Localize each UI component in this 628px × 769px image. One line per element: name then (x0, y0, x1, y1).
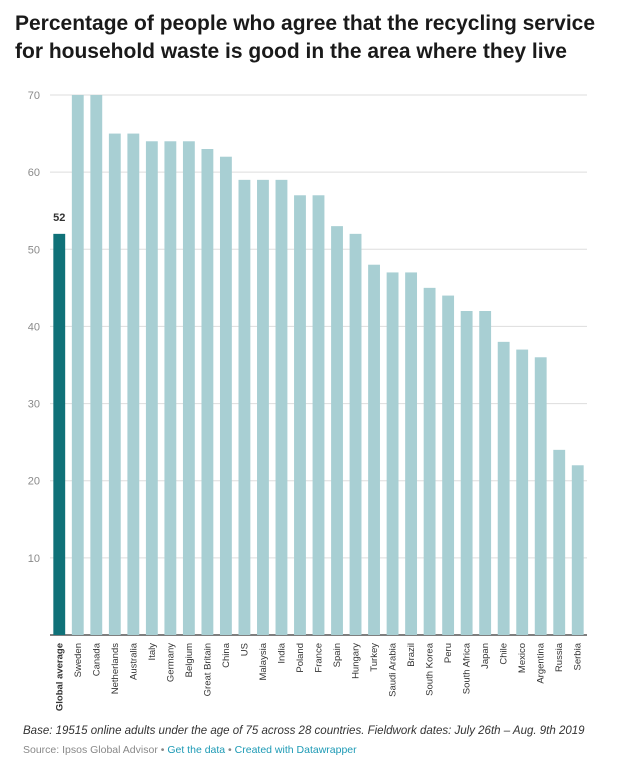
y-tick-label: 70 (28, 90, 40, 102)
bar-spain (331, 226, 343, 635)
x-tick-label: South Africa (462, 642, 473, 694)
x-tick-label: Australia (128, 642, 139, 680)
bar-russia (553, 449, 566, 635)
bar-netherlands (108, 133, 121, 636)
bar-italy (145, 141, 158, 636)
footer-separator: • (225, 744, 235, 756)
y-tick-label: 60 (28, 167, 40, 179)
bar-india (275, 179, 288, 635)
x-tick-label: US (239, 643, 250, 656)
source-text: Source: Ipsos Global Advisor (23, 744, 158, 756)
x-tick-label: Argentina (536, 642, 547, 683)
x-tick-label: Poland (295, 643, 306, 673)
x-tick-label: Germany (165, 643, 176, 682)
bar-great-britain (201, 149, 214, 635)
bar-australia (127, 133, 140, 636)
y-tick-label: 20 (28, 476, 40, 488)
chart-title: Percentage of people who agree that the … (15, 12, 596, 63)
x-tick-label: Russia (554, 642, 565, 672)
bar-turkey (368, 264, 380, 635)
x-tick-label: Peru (443, 643, 454, 663)
x-tick-label: Turkey (369, 643, 380, 672)
x-tick-label: France (314, 643, 325, 673)
x-tick-label: Italy (147, 643, 158, 661)
bar-malaysia (257, 179, 269, 635)
bar-chile (497, 341, 510, 635)
bar-mexico (516, 349, 529, 635)
bar-us (238, 179, 251, 635)
get-data-link[interactable]: Get the data (167, 744, 226, 756)
x-tick-label: Spain (332, 643, 343, 667)
y-tick-label: 10 (28, 553, 40, 565)
bar-south-korea (423, 287, 436, 635)
x-tick-label: Sweden (73, 643, 84, 677)
bar-france (312, 195, 325, 636)
bar-south-africa (460, 311, 473, 635)
x-tick-label: Canada (91, 642, 102, 676)
bar-belgium (182, 141, 195, 636)
x-tick-label: Mexico (517, 643, 528, 673)
y-tick-label: 30 (28, 399, 40, 411)
x-tick-label: South Korea (425, 642, 436, 696)
x-tick-label: Chile (499, 643, 510, 665)
bar-argentina (534, 357, 547, 635)
bar-serbia (571, 465, 584, 635)
bar-germany (164, 141, 177, 636)
data-label: 52 (53, 212, 65, 224)
x-tick-label: Hungary (351, 643, 362, 679)
x-tick-label: Japan (480, 643, 491, 669)
bars (53, 95, 584, 636)
bar-saudi-arabia (386, 272, 399, 635)
datawrapper-link[interactable]: Created with Datawrapper (234, 744, 357, 756)
bar-sweden (71, 95, 84, 635)
bar-peru (442, 295, 455, 635)
gridlines (50, 94, 587, 636)
bar-chart: 10 20 30 40 50 60 70 Global average 52 Sweden Cana… (28, 90, 587, 711)
bar-china (219, 156, 232, 635)
bar-canada (90, 95, 103, 635)
x-tick-label: Global average (54, 643, 65, 711)
x-tick-label: Brazil (406, 643, 417, 667)
y-tick-label: 40 (28, 321, 40, 333)
labels: 10 20 30 40 50 60 70 Global average 52 Sweden Cana… (28, 90, 584, 711)
bar-brazil (405, 272, 418, 635)
x-tick-label: Belgium (184, 643, 195, 677)
bar-global-average (53, 233, 66, 635)
bar-poland (294, 195, 306, 636)
bar-japan (479, 311, 492, 635)
x-tick-label: Great Britain (202, 643, 213, 696)
bar-hungary (349, 233, 362, 635)
y-tick-label: 50 (28, 244, 40, 256)
x-tick-label: India (276, 642, 287, 663)
base-note: Base: 19515 online adults under the age … (23, 725, 585, 737)
x-tick-label: China (221, 642, 232, 668)
footer-separator: • (157, 744, 168, 756)
x-tick-label: Netherlands (110, 643, 121, 694)
footer: Source: Ipsos Global Advisor • Get the d… (23, 744, 357, 756)
x-tick-label: Saudi Arabia (388, 642, 399, 697)
x-tick-label: Serbia (573, 642, 584, 670)
x-tick-label: Malaysia (258, 642, 269, 680)
